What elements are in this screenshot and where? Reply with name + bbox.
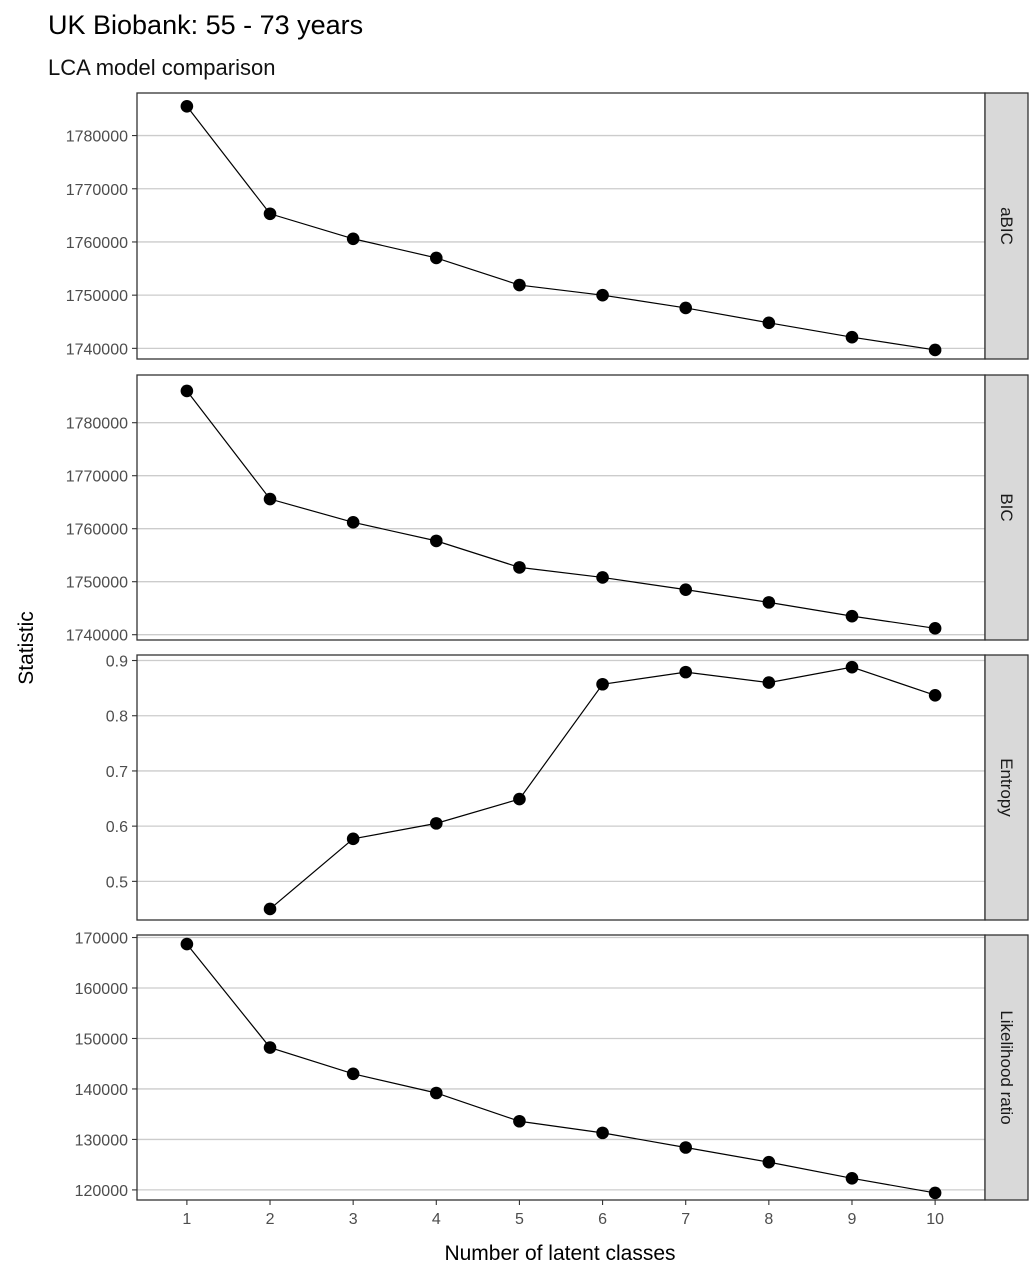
data-point <box>513 792 526 806</box>
chart-title: UK Biobank: 55 - 73 years <box>48 10 364 40</box>
x-axis-title: Number of latent classes <box>444 1242 675 1265</box>
panel-background <box>137 935 985 1200</box>
chart-subtitle: LCA model comparison <box>48 55 276 80</box>
x-tick-label: 1 <box>182 1211 191 1228</box>
y-tick-label: 140000 <box>75 1082 128 1099</box>
panel-background <box>137 375 985 640</box>
data-point <box>928 343 942 357</box>
data-point <box>263 1041 277 1054</box>
y-tick-label: 130000 <box>75 1132 128 1149</box>
data-point <box>346 832 360 846</box>
x-tick-label: 10 <box>926 1211 944 1228</box>
y-tick-label: 120000 <box>75 1183 128 1200</box>
y-tick-label: 0.9 <box>106 654 128 671</box>
data-point <box>679 665 693 679</box>
y-tick-label: 150000 <box>75 1031 128 1048</box>
y-tick-label: 1750000 <box>66 288 128 305</box>
facet-strip <box>984 92 1029 360</box>
data-point <box>263 207 277 221</box>
panels-layer: 17400001750000176000017700001780000aBIC1… <box>66 92 1029 1201</box>
data-point <box>596 288 609 302</box>
data-point <box>845 1171 859 1185</box>
x-tick-label: 2 <box>266 1211 275 1228</box>
data-point <box>679 1141 693 1154</box>
data-point <box>845 660 859 674</box>
y-tick-label: 170000 <box>75 931 128 948</box>
y-tick-label: 1740000 <box>66 341 128 358</box>
x-tick-label: 7 <box>681 1211 690 1228</box>
data-point <box>928 689 942 702</box>
data-point <box>596 1126 609 1140</box>
x-axis: 1 2 3 4 5 6 7 8 9 10 <box>182 1200 944 1228</box>
data-point <box>762 1155 776 1169</box>
y-tick-label: 1760000 <box>66 522 128 539</box>
panel-background <box>137 93 985 359</box>
y-tick-label: 0.5 <box>106 874 128 891</box>
series-line <box>186 390 936 629</box>
data-point <box>429 817 443 830</box>
facet-strip-label: BIC <box>997 493 1016 521</box>
data-point <box>845 609 859 623</box>
data-point <box>928 1186 942 1200</box>
data-point <box>679 301 693 315</box>
y-tick-label: 160000 <box>75 981 128 998</box>
data-point <box>429 1086 443 1100</box>
facet-strip <box>984 934 1029 1201</box>
data-point <box>263 492 277 506</box>
facet-panel-entropy: 0.5 0.6 0.7 0.8 0.9 Entropy <box>106 654 1029 921</box>
data-point <box>596 677 609 691</box>
x-tick-label: 9 <box>848 1211 857 1228</box>
data-point <box>263 902 277 916</box>
data-point <box>928 622 942 635</box>
y-tick-label: 0.7 <box>106 764 128 781</box>
y-tick-label: 0.8 <box>106 709 128 726</box>
data-point <box>180 100 194 113</box>
x-tick-label: 8 <box>764 1211 773 1228</box>
x-tick-label: 5 <box>515 1211 524 1228</box>
facet-strip <box>984 654 1029 921</box>
data-point <box>762 316 776 330</box>
y-tick-label: 1760000 <box>66 235 128 252</box>
facet-strip-label: Entropy <box>997 758 1016 817</box>
facet-strip <box>984 374 1029 641</box>
data-point <box>762 596 776 609</box>
data-point <box>845 330 859 344</box>
facet-panel-likelihood-ratio: 120000 130000 140000 150000 160000 170000 Like… <box>75 931 1029 1201</box>
y-tick-label: 1770000 <box>66 469 128 486</box>
data-point <box>596 571 609 584</box>
series-line <box>186 943 936 1194</box>
x-tick-label: 6 <box>598 1211 607 1228</box>
data-point <box>513 1114 526 1128</box>
data-point <box>762 676 776 689</box>
data-point <box>180 937 194 951</box>
y-tick-label: 1750000 <box>66 575 128 592</box>
facet-strip-label: aBIC <box>997 207 1016 245</box>
facet-panel-bic: 1740000 1750000 1760000 1770000 1780000 BIC <box>66 374 1029 645</box>
data-point <box>429 534 443 548</box>
series-line <box>186 105 936 351</box>
data-point <box>180 384 194 398</box>
data-point <box>679 583 693 596</box>
x-tick-label: 4 <box>432 1211 441 1228</box>
data-point <box>429 251 443 265</box>
y-tick-label: 0.6 <box>106 819 128 836</box>
y-tick-label: 1770000 <box>66 182 128 199</box>
data-point <box>346 516 360 529</box>
data-point <box>513 561 526 574</box>
data-point <box>346 1067 360 1081</box>
y-tick-label: 1740000 <box>66 628 128 645</box>
x-tick-label: 3 <box>349 1211 358 1228</box>
y-tick-label: 1780000 <box>66 129 128 146</box>
data-point <box>513 278 526 292</box>
y-axis-title: Statistic <box>15 611 38 685</box>
facet-strip-label: Likelihood ratio <box>997 1010 1016 1124</box>
facet-panel-abic: 1740000 1750000 1760000 1770000 1780000 aBIC <box>66 92 1029 360</box>
panel-background <box>137 655 985 920</box>
data-point <box>346 232 360 246</box>
y-tick-label: 1780000 <box>66 416 128 433</box>
